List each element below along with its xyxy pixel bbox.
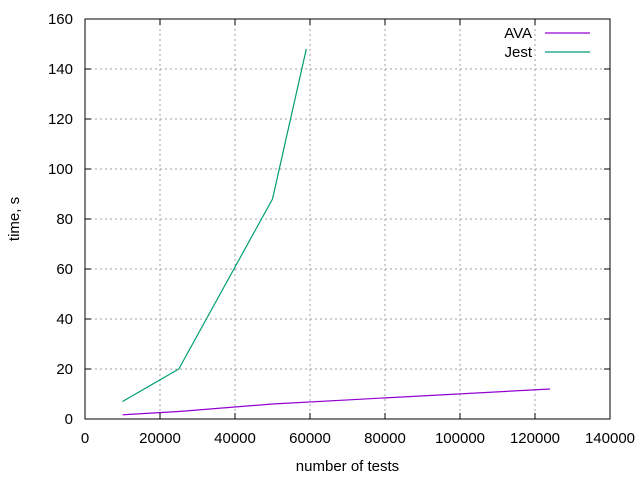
y-tick-label: 0 (65, 411, 73, 428)
y-tick-label: 160 (48, 11, 73, 28)
x-tick-label: 140000 (585, 430, 635, 447)
x-axis-label: number of tests (296, 458, 399, 475)
x-tick-label: 0 (81, 430, 89, 447)
grid-lines (85, 19, 610, 419)
series-line-jest (122, 48, 307, 403)
y-axis-label: time, s (6, 197, 23, 241)
y-tick-label: 40 (56, 311, 73, 328)
x-tick-label: 60000 (289, 430, 331, 447)
y-tick-label: 20 (56, 361, 73, 378)
y-tick-label: 140 (48, 61, 73, 78)
y-tick-label: 120 (48, 111, 73, 128)
x-tick-label: 120000 (510, 430, 560, 447)
legend: AVA Jest (504, 25, 590, 61)
legend-label-ava: AVA (504, 25, 532, 42)
x-tick-label: 40000 (214, 430, 256, 447)
legend-label-jest: Jest (504, 44, 532, 61)
y-tick-label: 60 (56, 261, 73, 278)
x-tick-label: 80000 (364, 430, 406, 447)
x-tick-label: 20000 (139, 430, 181, 447)
y-tick-label: 100 (48, 161, 73, 178)
series-lines (122, 48, 551, 416)
x-tick-label: 100000 (435, 430, 485, 447)
axis-ticks: 0 20000 40000 60000 80000 100000 120000 140000 0… (48, 11, 635, 447)
y-tick-label: 80 (56, 211, 73, 228)
series-line-ava (122, 388, 551, 416)
